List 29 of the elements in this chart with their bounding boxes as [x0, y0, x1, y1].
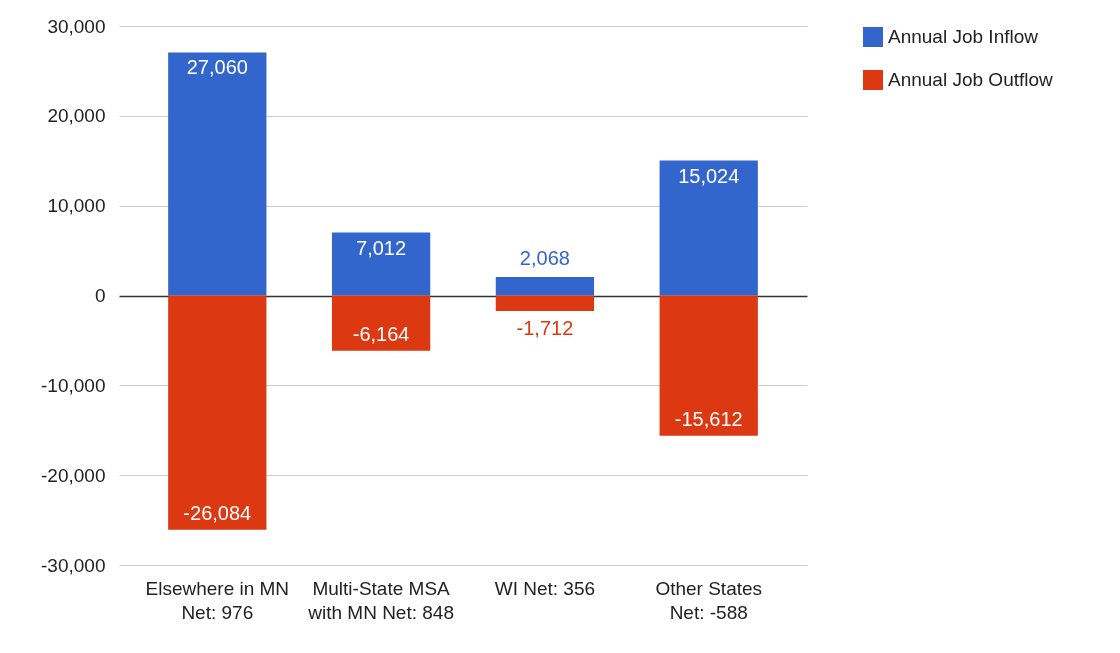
bar: [331, 295, 431, 351]
x-tick-label: Other States Net: -588: [655, 577, 763, 623]
bar: [659, 295, 758, 436]
y-tick-label: 10,000: [47, 195, 106, 217]
y-tick-label: -20,000: [41, 464, 106, 486]
data-label: 27,060: [186, 56, 248, 79]
x-tick-label: Multi-State MSA with MN Net: 848: [307, 577, 454, 623]
data-label: -15,612: [674, 407, 743, 430]
bar: [495, 295, 595, 311]
y-tick-label: 30,000: [47, 15, 106, 37]
data-label: -1,712: [516, 316, 574, 339]
y-tick-label: 0: [94, 285, 106, 306]
y-tick-label: -10,000: [41, 374, 106, 396]
y-tick-label: -30,000: [41, 554, 106, 576]
data-label: 2,068: [519, 246, 570, 269]
data-label: -26,084: [183, 501, 252, 524]
bar: [168, 52, 267, 296]
bar: [168, 295, 267, 530]
legend-label: Annual Job Inflow: [888, 26, 1039, 47]
data-label: 15,024: [678, 164, 740, 187]
legend-label: Annual Job Outflow: [888, 69, 1054, 90]
data-label: -6,164: [352, 322, 410, 345]
bar: [331, 232, 431, 296]
bar: [495, 276, 595, 296]
data-label: 7,012: [356, 236, 407, 259]
y-tick-label: 20,000: [47, 105, 106, 127]
x-tick-label: Elsewhere in MN Net: 976: [145, 577, 290, 623]
x-tick-label: WI Net: 356: [494, 577, 596, 599]
bar: [659, 160, 758, 296]
